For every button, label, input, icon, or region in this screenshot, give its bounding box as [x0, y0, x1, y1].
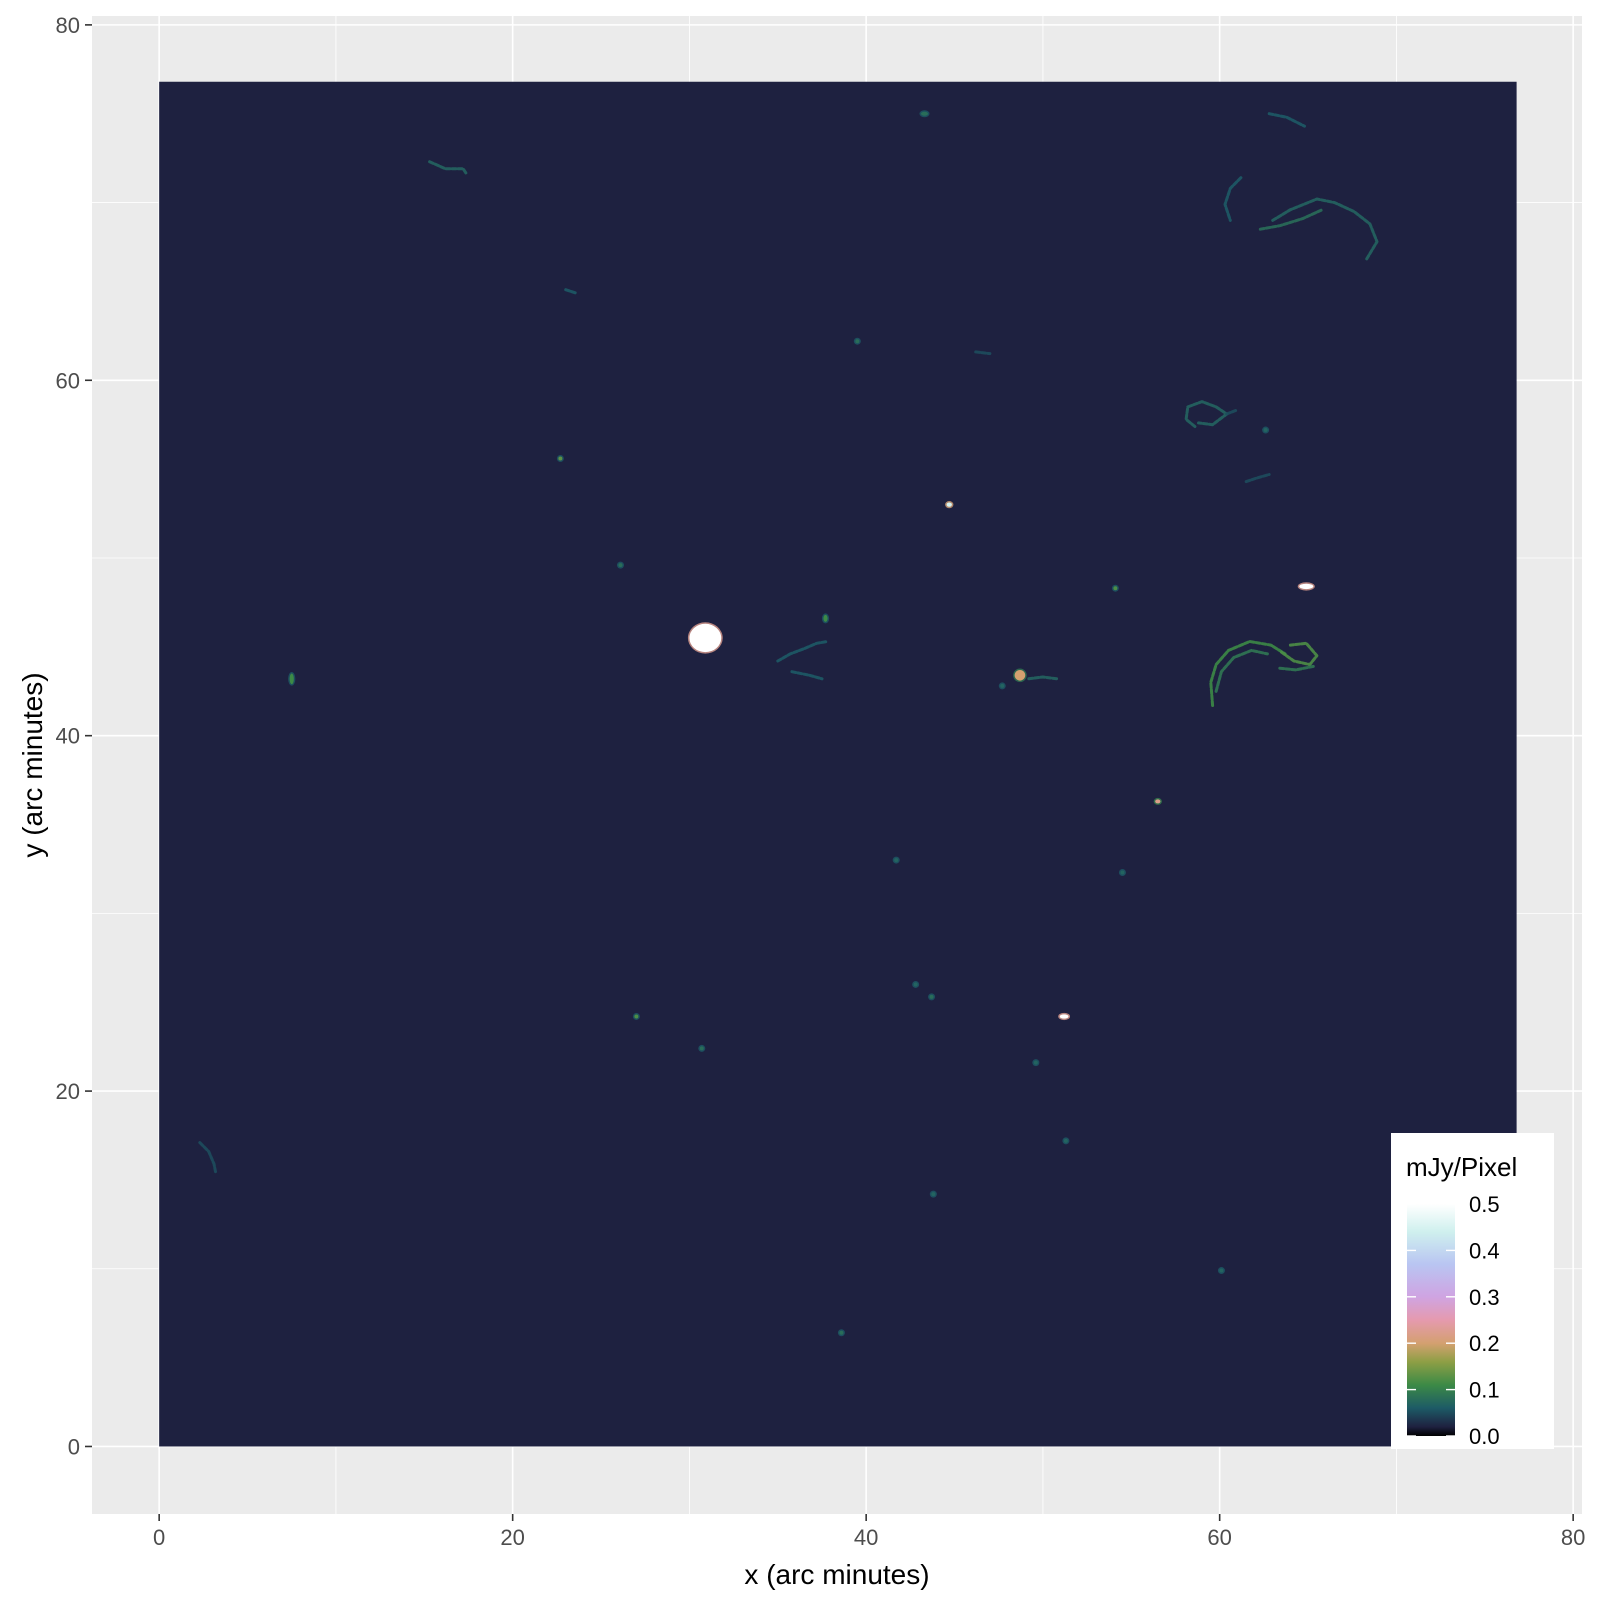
- radio-source: [929, 994, 934, 999]
- radio-source: [1299, 583, 1314, 590]
- colorbar-gradient: [1407, 1204, 1455, 1436]
- radio-source: [855, 339, 860, 344]
- emission-filament: [428, 160, 469, 176]
- y-tick-label: 20: [56, 1079, 80, 1104]
- colorbar-tick-label: 0.0: [1469, 1424, 1500, 1449]
- colorbar-ticks: 0.0 0.1 0.2 0.3 0.4 0.5: [1407, 1192, 1500, 1449]
- colorbar-tick-label: 0.4: [1469, 1238, 1500, 1263]
- y-tick-label: 80: [56, 13, 80, 38]
- emission-filament: [198, 1141, 218, 1175]
- radio-source: [1263, 428, 1268, 433]
- radio-source: [1120, 870, 1125, 875]
- radio-source: [689, 623, 722, 653]
- radio-source: [634, 1014, 639, 1019]
- colorbar-tick-label: 0.1: [1469, 1378, 1500, 1403]
- y-tick-label: 0: [68, 1434, 80, 1459]
- radio-source: [558, 456, 563, 461]
- radio-source: [699, 1046, 704, 1051]
- colorbar-legend: mJy/Pixel 0.0 0.1 0.2 0.3 0.4 0.5: [1391, 1133, 1554, 1449]
- emission-filament: [564, 288, 578, 295]
- emission-filament: [1184, 400, 1229, 428]
- x-tick-label: 20: [500, 1525, 524, 1550]
- radio-source: [823, 614, 828, 622]
- x-axis: 0 20 40 60 80: [153, 1514, 1585, 1550]
- colorbar-tick-label: 0.5: [1469, 1192, 1500, 1217]
- x-tick-label: 80: [1561, 1525, 1585, 1550]
- colorbar-tick-label: 0.3: [1469, 1285, 1500, 1310]
- radio-source: [289, 673, 294, 685]
- y-axis: 0 20 40 60 80: [56, 13, 92, 1459]
- radio-source: [1155, 799, 1161, 804]
- emission-filament: [1280, 641, 1319, 667]
- emission-filament: [1027, 675, 1059, 681]
- radio-source: [1000, 683, 1005, 688]
- x-tick-label: 40: [854, 1525, 878, 1550]
- radio-source: [1014, 669, 1026, 681]
- emission-filament: [1244, 473, 1271, 484]
- image-background: [159, 81, 1517, 1447]
- emission-filament: [776, 640, 829, 663]
- colorbar-tick-label: 0.2: [1469, 1331, 1500, 1356]
- radio-source: [931, 1192, 936, 1197]
- y-tick-label: 60: [56, 368, 80, 393]
- emission-filament: [1271, 197, 1379, 261]
- x-axis-title: x (arc minutes): [744, 1559, 929, 1590]
- radio-source: [894, 858, 899, 863]
- radio-source: [1219, 1268, 1224, 1273]
- x-tick-label: 60: [1207, 1525, 1231, 1550]
- radio-source: [946, 502, 952, 507]
- radio-source: [920, 111, 929, 116]
- source-layer: [288, 110, 1315, 1337]
- emission-filament: [1267, 112, 1306, 128]
- emission-filament: [1225, 409, 1238, 416]
- legend-title: mJy/Pixel: [1406, 1152, 1517, 1182]
- radio-source: [618, 563, 623, 568]
- emission-filament: [1278, 664, 1315, 672]
- emission-filament: [974, 350, 992, 356]
- radio-source: [1033, 1060, 1038, 1065]
- radio-source: [913, 982, 918, 987]
- radio-source: [1059, 1014, 1069, 1019]
- emission-filament: [1214, 648, 1269, 693]
- y-axis-title: y (arc minutes): [17, 672, 48, 857]
- radio-source: [1113, 586, 1118, 591]
- emission-filament: [790, 670, 824, 681]
- filament-layer: [198, 112, 1379, 1175]
- emission-filament: [1258, 208, 1324, 231]
- x-tick-label: 0: [153, 1525, 165, 1550]
- radio-source: [839, 1330, 844, 1335]
- radio-source: [1063, 1138, 1068, 1143]
- y-tick-label: 40: [56, 724, 80, 749]
- emission-filament: [1223, 176, 1243, 222]
- emission-filament: [1209, 640, 1287, 707]
